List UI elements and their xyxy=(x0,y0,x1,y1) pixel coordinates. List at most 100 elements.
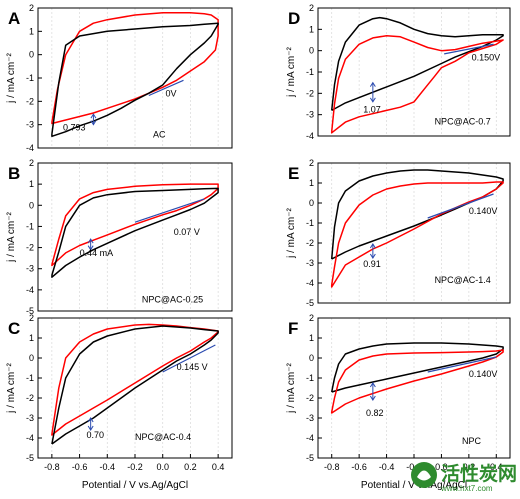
panel-a-ytick-label: -1 xyxy=(26,73,34,83)
panel-b-ytick-label: -4 xyxy=(26,285,34,295)
watermark: 活性炭网 www.hxt7.com xyxy=(408,456,520,494)
panel-c-xtick-label: 0.4 xyxy=(212,462,225,472)
panel-f-ytick-label: -3 xyxy=(306,413,314,423)
panel-e-arrow-head-up xyxy=(369,243,376,249)
panel-f-annotation: 0.140V xyxy=(469,369,498,379)
panel-c-annotation: 0.70 xyxy=(87,430,105,440)
panel-f-arrow-head-up xyxy=(369,382,376,388)
panel-b-arrow-head-down xyxy=(87,245,94,251)
panel-c-ylabel: j / mA cm⁻² xyxy=(6,362,17,413)
panel-c-ytick-label: -1 xyxy=(26,373,34,383)
panel-b-tangent-line xyxy=(134,198,205,223)
panel-b-ytick-label: -3 xyxy=(26,264,34,274)
panel-f-xtick-label: 0.2 xyxy=(463,462,476,472)
panel-f-sample-label: NPC xyxy=(462,436,482,446)
panel-f-xtick-label: -0.4 xyxy=(379,462,395,472)
panel-c-ytick-label: -3 xyxy=(26,413,34,423)
panel-c-arrow-head-down xyxy=(87,425,94,431)
panel-b-ytick-label: -1 xyxy=(26,221,34,231)
panel-d-letter: D xyxy=(288,9,300,28)
panel-e-series-black xyxy=(330,169,504,260)
panel-c-annotation: 0.145 V xyxy=(177,362,208,372)
panel-b-ytick-label: -2 xyxy=(26,243,34,253)
panel-c-ytick-label: -4 xyxy=(26,433,34,443)
panel-d-ytick-label: 1 xyxy=(309,24,314,34)
panel-e-frame xyxy=(317,162,511,304)
panel-d-arrow-head-down xyxy=(369,97,376,103)
panel-a-arrow-head-up xyxy=(90,113,97,119)
panel-a-ytick-label: -4 xyxy=(26,143,34,153)
panel-b-arrow-head-up xyxy=(87,238,94,244)
panel-e-letter: E xyxy=(288,164,299,183)
panel-e-ytick-label: 1 xyxy=(309,178,314,188)
panel-d-ytick-label: -3 xyxy=(306,110,314,120)
panel-f-xtick-label: -0.8 xyxy=(324,462,340,472)
panel-d-ytick-label: -4 xyxy=(306,131,314,141)
panel-b-ylabel: j / mA cm⁻² xyxy=(6,211,17,262)
panel-d-arrow-head-up xyxy=(369,81,376,87)
panel-c-xtick-label: -0.4 xyxy=(100,462,116,472)
panel-f-xtick-label: 0.4 xyxy=(490,462,503,472)
panel-e-arrow-head-down xyxy=(369,253,376,259)
panel-c-letter: C xyxy=(8,319,20,338)
panel-c-ytick-label: -2 xyxy=(26,393,34,403)
panel-e-ytick-label: 2 xyxy=(309,158,314,168)
panel-c-sample-label: NPC@AC-0.4 xyxy=(135,432,191,442)
panel-f-ytick-label: 0 xyxy=(309,353,314,363)
panel-e-tangent-line xyxy=(427,193,494,219)
watermark-logo-text: 活性炭网 xyxy=(441,462,517,485)
panel-b-sample-label: NPC@AC-0.25 xyxy=(142,295,203,305)
panel-d-ytick-label: 2 xyxy=(309,3,314,13)
panel-a-ytick-label: 1 xyxy=(29,26,34,36)
panel-f-ytick-label: -2 xyxy=(306,393,314,403)
panel-e-ytick-label: -4 xyxy=(306,278,314,288)
panel-d-ylabel: j / mA cm⁻² xyxy=(286,46,297,97)
panel-a-ytick-label: -2 xyxy=(26,96,34,106)
panel-e-sample-label: NPC@AC-1.4 xyxy=(435,275,491,285)
panel-f-annotation: 0.82 xyxy=(366,408,384,418)
panel-c-ytick-label: 2 xyxy=(29,313,34,323)
panel-d-ytick-label: 0 xyxy=(309,46,314,56)
panel-d-sample-label: NPC@AC-0.7 xyxy=(435,116,491,126)
panel-d-annotation: 1.07 xyxy=(363,105,381,115)
panel-d-annotation: 0.150V xyxy=(472,52,501,62)
panel-f-xlabel: Potential / V vs.Ag/AgCl xyxy=(361,480,467,491)
panel-f-tangent-line xyxy=(427,356,497,373)
panel-b-frame xyxy=(37,162,233,312)
watermark-url: www.hxt7.com xyxy=(440,484,493,493)
panel-b-ytick-label: 0 xyxy=(29,200,34,210)
panel-c-xtick-label: 0.2 xyxy=(184,462,197,472)
panel-e-ytick-label: -2 xyxy=(306,238,314,248)
watermark-logo-icon: 活性炭网 www.hxt7.com xyxy=(411,462,517,493)
panel-f-ytick-label: -1 xyxy=(306,373,314,383)
panel-f-xtick-label: 0.0 xyxy=(435,462,448,472)
panel-d-ytick-label: -2 xyxy=(306,88,314,98)
panel-b-ytick-label: 2 xyxy=(29,158,34,168)
panel-f-arrow-head-down xyxy=(369,395,376,401)
panel-c-series-black xyxy=(51,325,219,445)
panel-e-series-red xyxy=(330,181,504,288)
panel-a-sample-label: AC xyxy=(153,130,166,140)
panel-e-annotation: 0.91 xyxy=(363,259,381,269)
panel-c-xlabel: Potential / V vs.Ag/AgCl xyxy=(82,480,188,491)
panel-f-series-black xyxy=(330,342,504,393)
panel-a-ylabel: j / mA cm⁻² xyxy=(6,52,17,103)
panel-e-ytick-label: 0 xyxy=(309,198,314,208)
panel-a-letter: A xyxy=(8,9,20,28)
panel-c-xtick-label: -0.6 xyxy=(72,462,88,472)
panel-a-ytick-label: 0 xyxy=(29,50,34,60)
panel-f-ytick-label: -4 xyxy=(306,433,314,443)
panel-c-ytick-label: -5 xyxy=(26,453,34,463)
panel-c-xtick-label: 0.0 xyxy=(156,462,169,472)
panel-b-annotation: 0.07 V xyxy=(174,227,200,237)
panel-c-arrow-head-up xyxy=(87,417,94,423)
panel-e-ytick-label: -5 xyxy=(306,298,314,308)
panel-b-letter: B xyxy=(8,164,20,183)
panel-b-ytick-label: 1 xyxy=(29,179,34,189)
panel-b-annotation: 0.44 mA xyxy=(80,248,114,258)
panel-a-annotation: 0.793 xyxy=(63,123,86,133)
panel-a-annotation: 0V xyxy=(165,89,176,99)
panel-c-ytick-label: 0 xyxy=(29,353,34,363)
panel-e-ytick-label: -3 xyxy=(306,258,314,268)
